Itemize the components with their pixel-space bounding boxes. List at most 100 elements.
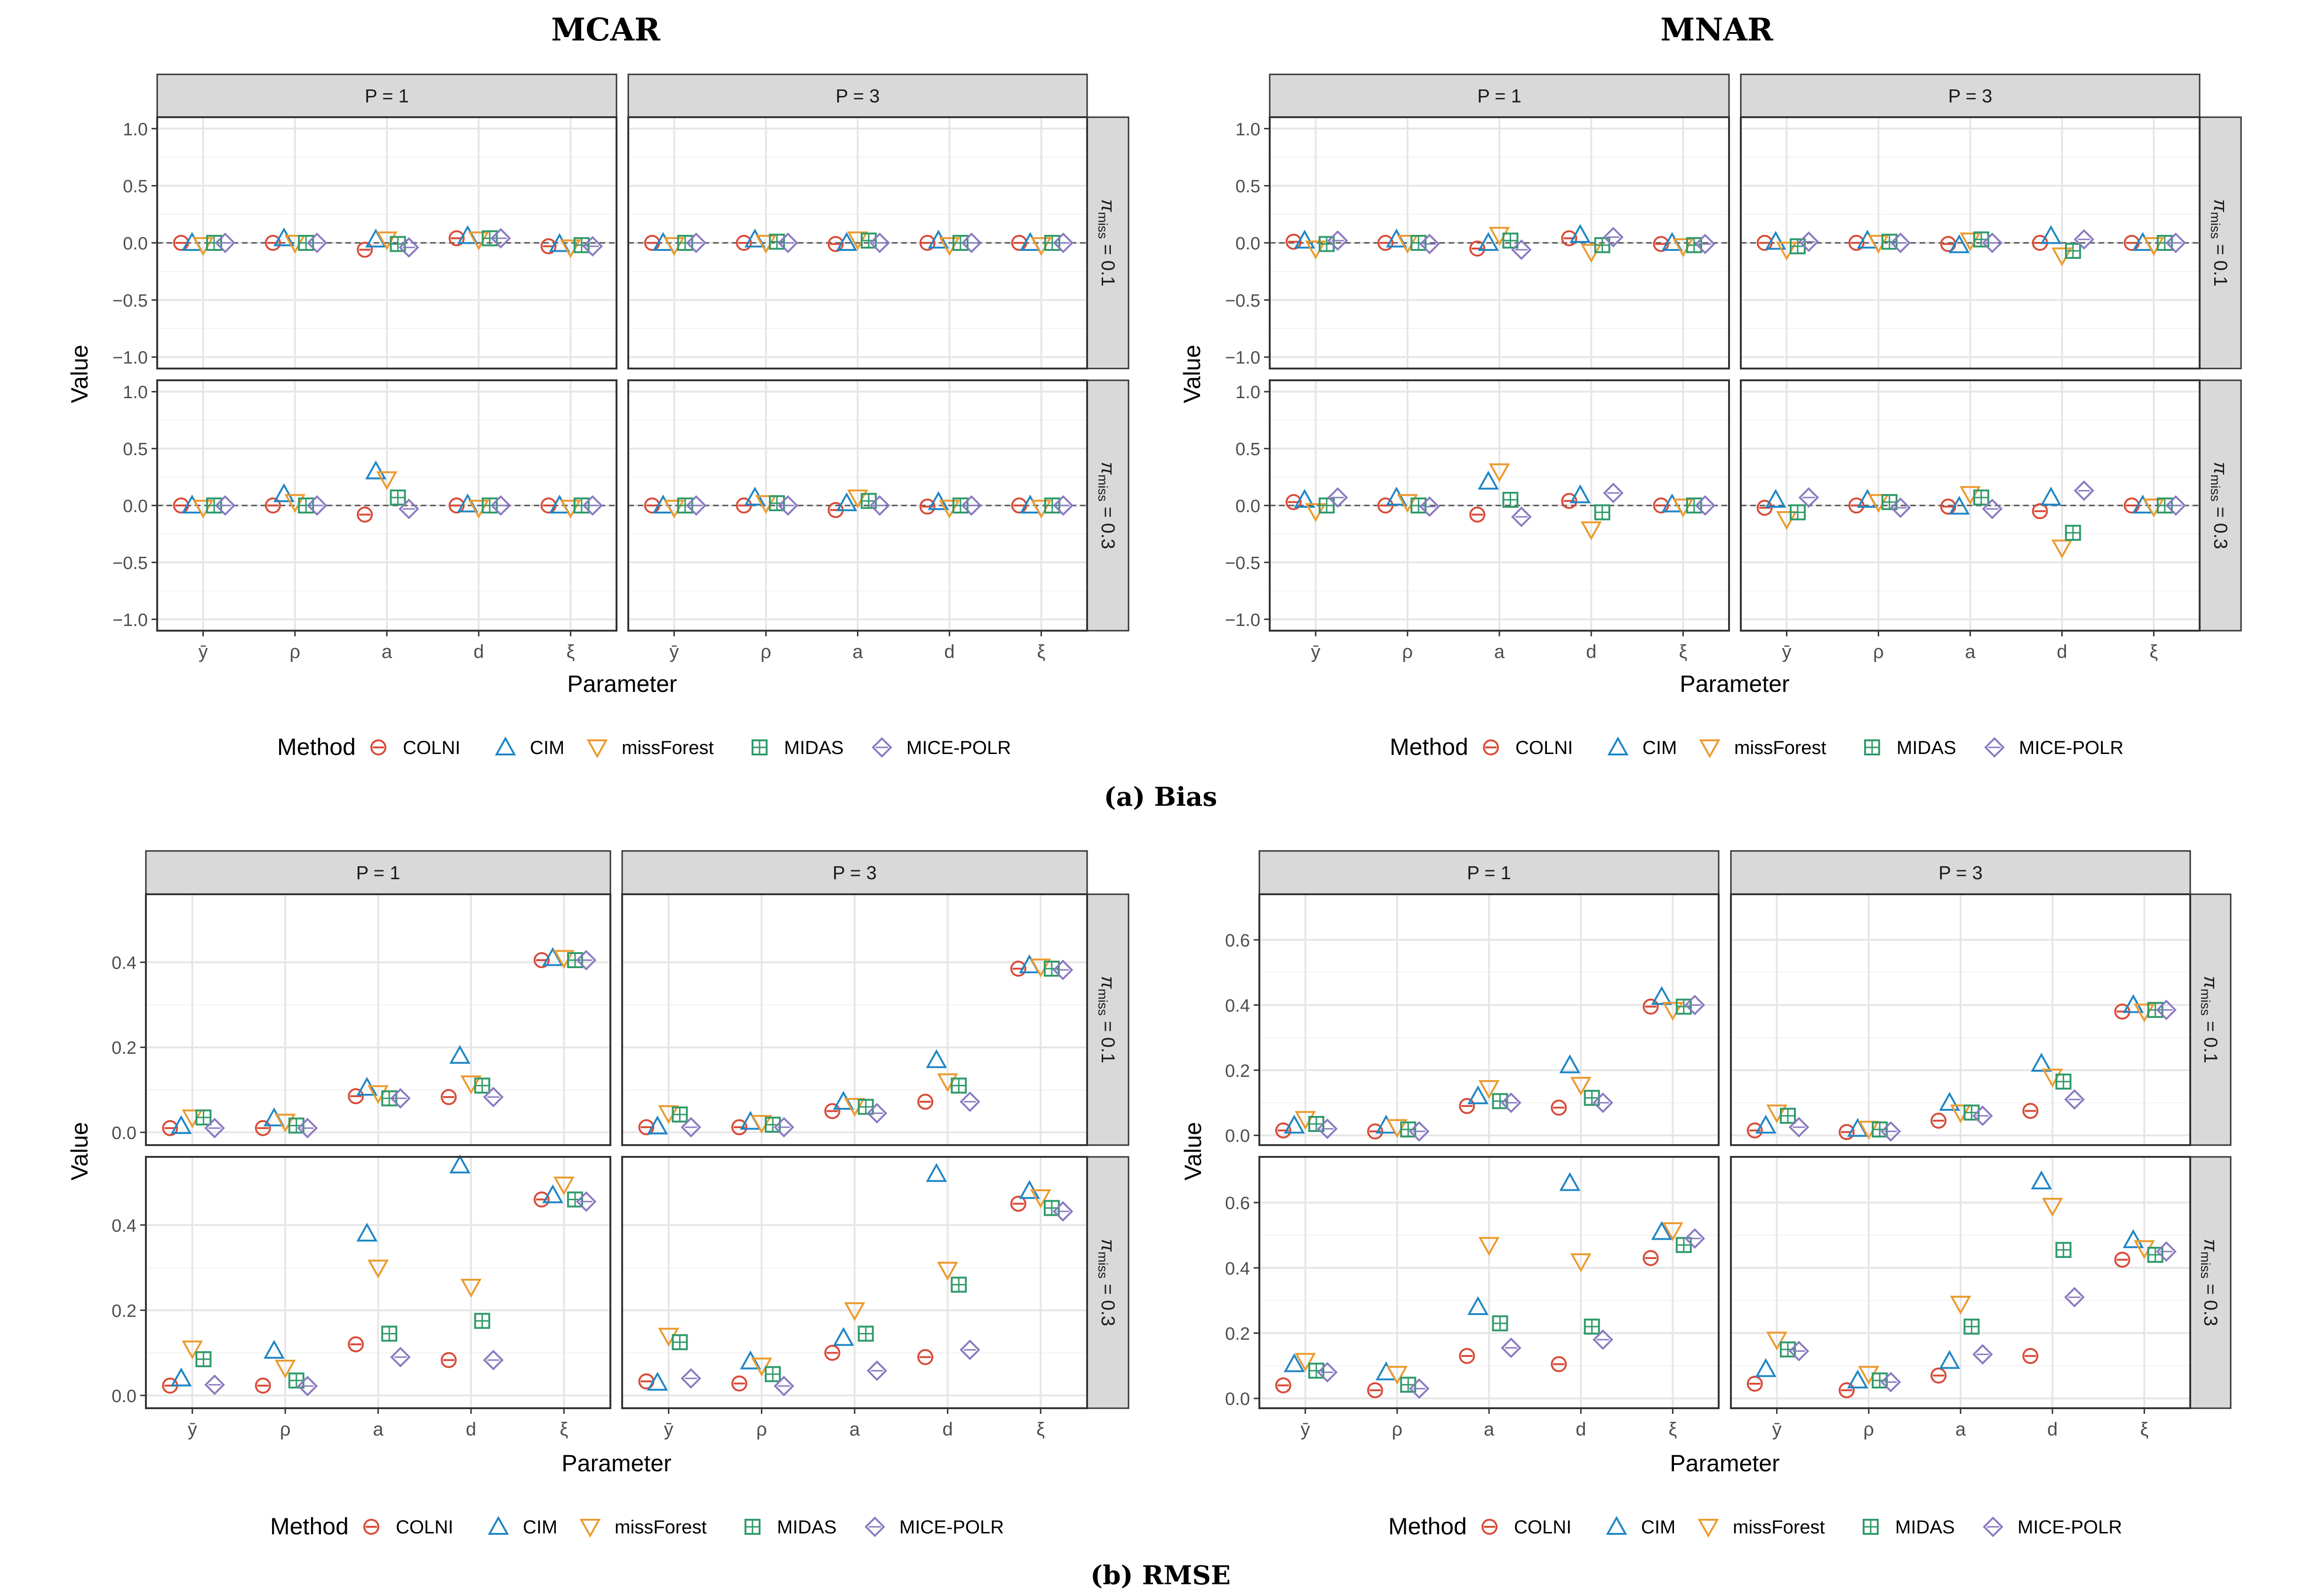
point-mice-polr-4 bbox=[1695, 495, 1716, 516]
point-mice-polr-1 bbox=[306, 233, 328, 253]
bias-mnar-panel-p-1-miss-0-1: −1.0 −0.5 0.0 0.5 1.0 bbox=[1225, 116, 1730, 369]
point-mice-polr-4 bbox=[1052, 1201, 1073, 1222]
legend-item-midas: MIDAS bbox=[745, 1517, 837, 1538]
point-midas-0 bbox=[1308, 1363, 1325, 1379]
point-cim-3 bbox=[2040, 486, 2062, 506]
point-cim-2 bbox=[836, 492, 857, 512]
point-missforest-3 bbox=[1570, 1253, 1592, 1273]
circle-icon bbox=[370, 739, 386, 755]
bias-mcar-strip-col-0-bg bbox=[156, 73, 617, 118]
x-tick-label-1: ρ bbox=[1873, 642, 1884, 662]
point-colni-0 bbox=[1746, 1375, 1763, 1392]
legend-item-colni: COLNI bbox=[363, 1517, 453, 1538]
point-midas-3 bbox=[1584, 1318, 1600, 1335]
y-tick-label-2: 0.0 bbox=[1235, 497, 1260, 516]
bias-mcar-panel-p-3-miss-0-1 bbox=[627, 116, 1088, 369]
point-mice-polr-3 bbox=[961, 233, 982, 253]
bias-mcar-strip-row-1: πmiss = 0.3 bbox=[1096, 462, 1119, 549]
x-tick-label-1: ρ bbox=[280, 1419, 291, 1440]
point-cim-3 bbox=[1569, 484, 1591, 504]
bias-mnar-strip-row-1: πmiss = 0.3 bbox=[2209, 462, 2231, 549]
point-cim-4 bbox=[542, 947, 564, 966]
point-mice-polr-4 bbox=[1053, 233, 1074, 253]
bias-mcar-strip-row-0: πmiss = 0.1 bbox=[1096, 199, 1119, 287]
point-cim-1 bbox=[264, 1339, 285, 1359]
x-tick-label-0: ȳ bbox=[1301, 1419, 1310, 1440]
point-midas-2 bbox=[381, 1325, 398, 1342]
point-missforest-0 bbox=[182, 1340, 203, 1360]
y-tick-label-1: 0.2 bbox=[112, 1301, 136, 1321]
rmse-mnar-strip-col-0-bg bbox=[1258, 850, 1720, 895]
point-colni-2 bbox=[1459, 1348, 1475, 1364]
point-cim-4 bbox=[1651, 986, 1673, 1005]
point-colni-2 bbox=[357, 241, 373, 258]
point-midas-0 bbox=[195, 1351, 212, 1367]
x-tick-label-3: d bbox=[2057, 642, 2067, 662]
legend-item-midas: MIDAS bbox=[752, 738, 844, 758]
y-tick-label-2: 0.0 bbox=[1235, 234, 1260, 254]
x-tick-label-3: d bbox=[466, 1419, 476, 1440]
legend-item-cim: CIM bbox=[1607, 736, 1677, 758]
legend-label: COLNI bbox=[396, 1517, 453, 1538]
x-tick-label-2: a bbox=[382, 642, 392, 662]
legend-title: Method bbox=[277, 734, 356, 760]
point-colni-4 bbox=[1642, 998, 1659, 1015]
point-midas-3 bbox=[2055, 1074, 2072, 1090]
point-colni-3 bbox=[440, 1352, 457, 1368]
legend-item-colni: COLNI bbox=[1481, 1517, 1571, 1538]
point-mice-polr-0 bbox=[1327, 487, 1348, 508]
x-tick-label-2: a bbox=[849, 1419, 860, 1440]
triangle-down-icon bbox=[586, 739, 608, 759]
x-tick-label-0: ȳ bbox=[1782, 642, 1792, 662]
point-cim-0 bbox=[1283, 1353, 1305, 1372]
x-tick-label-4: ξ bbox=[1036, 1419, 1045, 1440]
point-colni-1 bbox=[731, 1375, 747, 1392]
point-colni-3 bbox=[1551, 1099, 1567, 1116]
x-tick-label-3: d bbox=[473, 642, 484, 662]
point-cim-2 bbox=[356, 1222, 378, 1242]
legend-item-cim: CIM bbox=[488, 1516, 557, 1538]
point-cim-2 bbox=[1467, 1085, 1489, 1105]
point-colni-4 bbox=[2114, 1251, 2130, 1268]
legend-label: COLNI bbox=[403, 738, 460, 758]
rmse-mcar-strip-row-0-bg bbox=[1086, 893, 1129, 1146]
square-plus-icon bbox=[1863, 1519, 1879, 1535]
legend-label: missForest bbox=[615, 1517, 707, 1538]
legend-item-colni: COLNI bbox=[1483, 738, 1573, 758]
point-colni-1 bbox=[255, 1378, 271, 1394]
point-mice-polr-4 bbox=[582, 236, 603, 257]
point-mice-polr-4 bbox=[1053, 495, 1074, 516]
point-colni-1 bbox=[264, 497, 281, 513]
point-mice-polr-0 bbox=[215, 495, 236, 516]
rmse-mnar-legend: Method COLNI CIM missForest MIDAS MICE-POLR bbox=[1388, 1513, 2122, 1540]
point-mice-polr-2 bbox=[866, 1103, 888, 1124]
point-midas-3 bbox=[2055, 1242, 2072, 1258]
y-tick-label-3: 0.5 bbox=[123, 440, 148, 459]
x-tick-label-4: ξ bbox=[2140, 1419, 2148, 1440]
point-colni-2 bbox=[824, 1345, 841, 1361]
rmse-mcar-panel-p-1-miss-0-3: 0.0 0.2 0.4 ȳ ρ a d ξ bbox=[112, 1155, 611, 1440]
point-mice-polr-1 bbox=[297, 1118, 318, 1139]
rmse-mcar-strip-row-0: πmiss = 0.1 bbox=[1096, 976, 1119, 1064]
x-tick-label-4: ξ bbox=[560, 1419, 568, 1440]
legend-item-missforest: missForest bbox=[586, 738, 714, 759]
point-colni-2 bbox=[1930, 1113, 1947, 1129]
point-cim-2 bbox=[1478, 471, 1499, 490]
legend-title: Method bbox=[1388, 1513, 1467, 1540]
x-tick-label-3: d bbox=[942, 1419, 953, 1440]
point-midas-3 bbox=[2065, 242, 2081, 259]
point-mice-polr-3 bbox=[960, 1091, 980, 1112]
legend-label: CIM bbox=[523, 1517, 557, 1538]
point-mice-polr-3 bbox=[1593, 1092, 1613, 1113]
point-mice-polr-2 bbox=[390, 1088, 411, 1109]
point-mice-polr-2 bbox=[1511, 239, 1532, 260]
point-mice-polr-3 bbox=[490, 495, 511, 516]
point-colni-4 bbox=[1653, 236, 1669, 252]
y-tick-label-1: 0.2 bbox=[1225, 1324, 1250, 1344]
x-tick-label-1: ρ bbox=[289, 642, 300, 662]
point-mice-polr-1 bbox=[773, 1376, 794, 1396]
point-missforest-2 bbox=[1478, 1237, 1500, 1256]
triangle-down-icon bbox=[579, 1519, 601, 1538]
